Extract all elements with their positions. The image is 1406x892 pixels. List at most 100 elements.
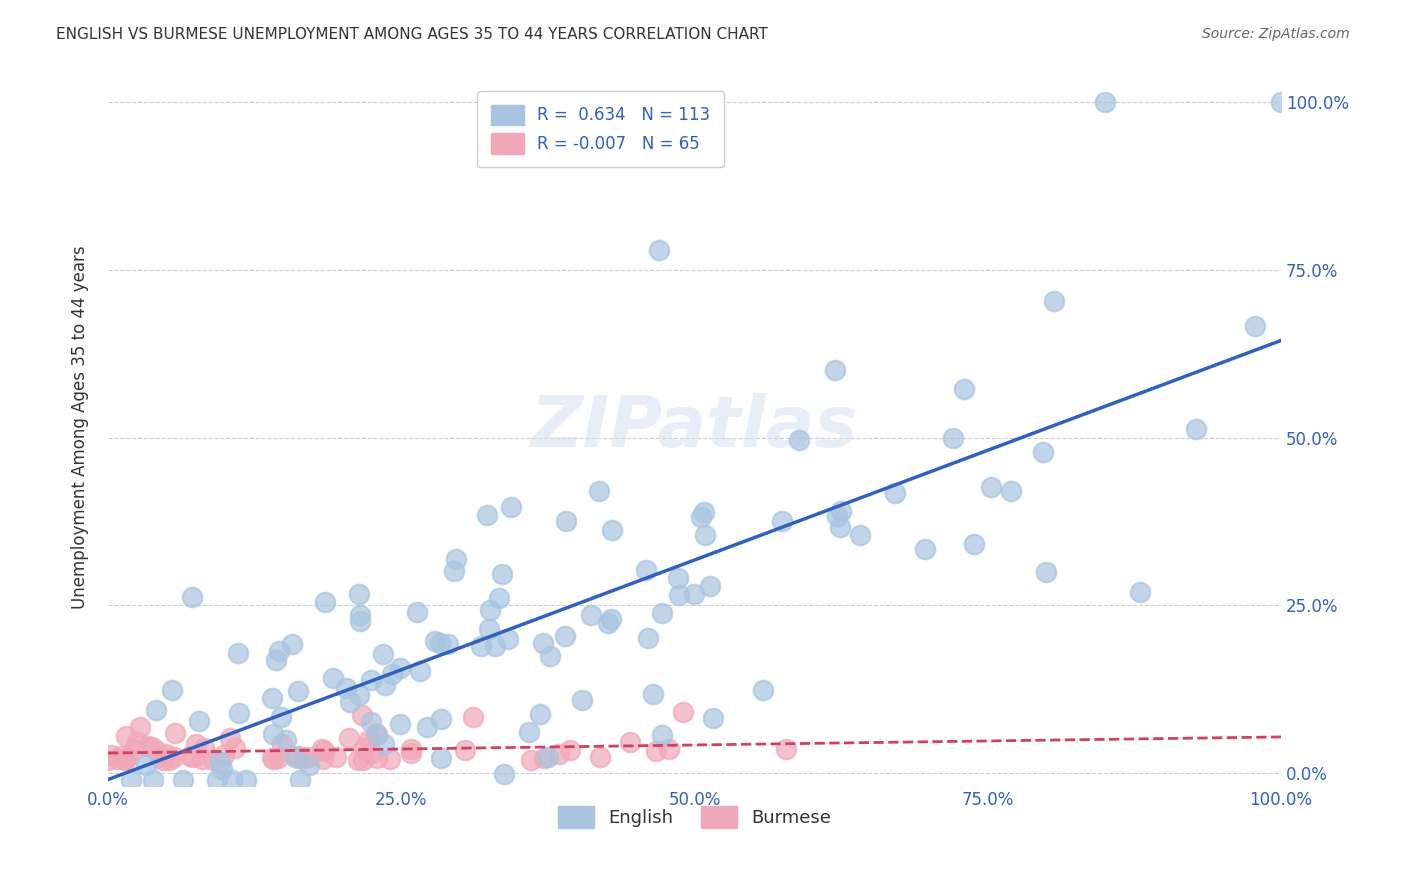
Point <box>488 591 510 606</box>
Point <box>188 714 211 728</box>
Point <box>693 505 716 519</box>
Point <box>558 742 581 756</box>
Point <box>600 523 623 537</box>
Point <box>429 636 451 650</box>
Point <box>267 751 290 765</box>
Point <box>298 758 321 772</box>
Point <box>963 537 986 551</box>
Point <box>105 752 128 766</box>
Point <box>682 587 704 601</box>
Point <box>423 634 446 648</box>
Point <box>770 514 793 528</box>
Point <box>202 753 225 767</box>
Point <box>312 752 335 766</box>
Point <box>127 735 149 749</box>
Point <box>136 739 159 754</box>
Point <box>668 588 690 602</box>
Point <box>287 683 309 698</box>
Point <box>496 632 519 647</box>
Point <box>226 646 249 660</box>
Point <box>752 683 775 698</box>
Point <box>520 753 543 767</box>
Point <box>180 590 202 604</box>
Point <box>571 692 593 706</box>
Point <box>291 751 314 765</box>
Point <box>115 729 138 743</box>
Point <box>112 752 135 766</box>
Point <box>322 672 344 686</box>
Point <box>648 243 671 257</box>
Point <box>114 753 136 767</box>
Point <box>884 485 907 500</box>
Point <box>357 733 380 747</box>
Point <box>263 752 285 766</box>
Point <box>641 687 664 701</box>
Point <box>941 431 963 445</box>
Point <box>349 607 371 622</box>
Point <box>454 743 477 757</box>
Y-axis label: Unemployment Among Ages 35 to 44 years: Unemployment Among Ages 35 to 44 years <box>72 245 89 609</box>
Point <box>212 748 235 763</box>
Point <box>120 772 142 787</box>
Point <box>270 737 292 751</box>
Point <box>848 527 870 541</box>
Point <box>349 614 371 628</box>
Point <box>555 514 578 528</box>
Point <box>347 689 370 703</box>
Point <box>141 739 163 754</box>
Point <box>1043 293 1066 308</box>
Point <box>262 751 284 765</box>
Point <box>828 520 851 534</box>
Point <box>380 752 402 766</box>
Point <box>184 737 207 751</box>
Point <box>349 587 371 601</box>
Point <box>953 382 976 396</box>
Point <box>470 639 492 653</box>
Point <box>702 711 724 725</box>
Point <box>209 755 232 769</box>
Point <box>325 750 347 764</box>
Point <box>517 725 540 739</box>
Point <box>366 751 388 765</box>
Point <box>399 746 422 760</box>
Point <box>262 727 284 741</box>
Point <box>335 681 357 695</box>
Point <box>634 563 657 577</box>
Point <box>399 742 422 756</box>
Point <box>775 741 797 756</box>
Point <box>538 648 561 663</box>
Point <box>145 744 167 758</box>
Point <box>352 753 374 767</box>
Point <box>980 480 1002 494</box>
Point <box>637 632 659 646</box>
Point <box>97 753 120 767</box>
Point <box>314 744 336 758</box>
Point <box>1129 585 1152 599</box>
Point <box>531 636 554 650</box>
Point <box>666 571 689 585</box>
Point <box>547 747 569 761</box>
Point <box>274 732 297 747</box>
Point <box>135 757 157 772</box>
Point <box>477 622 499 636</box>
Point <box>416 720 439 734</box>
Point <box>1035 565 1057 579</box>
Point <box>554 629 576 643</box>
Point <box>689 509 711 524</box>
Point <box>366 728 388 742</box>
Point <box>172 772 194 787</box>
Point <box>596 615 619 630</box>
Point <box>157 753 180 767</box>
Point <box>350 708 373 723</box>
Point <box>1270 95 1292 109</box>
Point <box>191 752 214 766</box>
Point <box>619 734 641 748</box>
Point <box>311 742 333 756</box>
Point <box>529 707 551 722</box>
Point <box>205 772 228 787</box>
Point <box>409 664 432 678</box>
Text: Source: ZipAtlas.com: Source: ZipAtlas.com <box>1202 27 1350 41</box>
Point <box>284 750 307 764</box>
Point <box>228 706 250 720</box>
Point <box>651 607 673 621</box>
